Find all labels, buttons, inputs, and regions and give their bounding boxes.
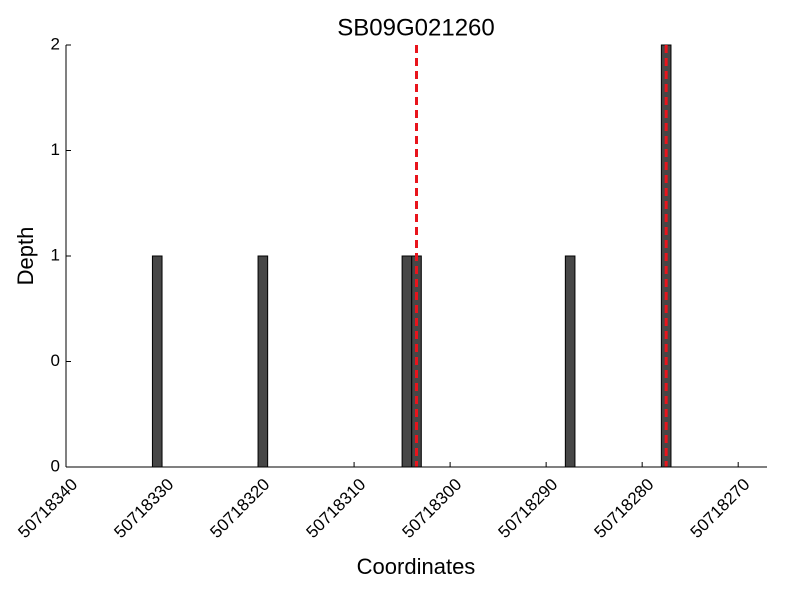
bar (151, 255, 163, 468)
x-tick-label: 50718320 (206, 475, 273, 542)
x-tick-label: 50718300 (399, 475, 466, 542)
x-tick-label: 50718290 (495, 475, 562, 542)
x-tick-label: 50718280 (591, 475, 658, 542)
x-tick-label: 50718310 (302, 475, 369, 542)
x-axis-label: Coordinates (357, 554, 476, 579)
y-axis-label: Depth (13, 227, 38, 286)
bar (257, 255, 269, 468)
y-tick-label: 1 (51, 140, 60, 159)
bar (401, 255, 413, 468)
x-tick-label: 50718270 (687, 475, 754, 542)
y-tick-label: 2 (51, 34, 60, 53)
x-tick-label: 50718330 (110, 475, 177, 542)
x-tick-label: 50718340 (14, 475, 81, 542)
chart-title: SB09G021260 (337, 14, 494, 41)
bar (564, 255, 576, 468)
y-tick-label: 0 (51, 351, 60, 370)
y-tick-label: 1 (51, 245, 60, 264)
y-tick-label: 0 (51, 456, 60, 475)
